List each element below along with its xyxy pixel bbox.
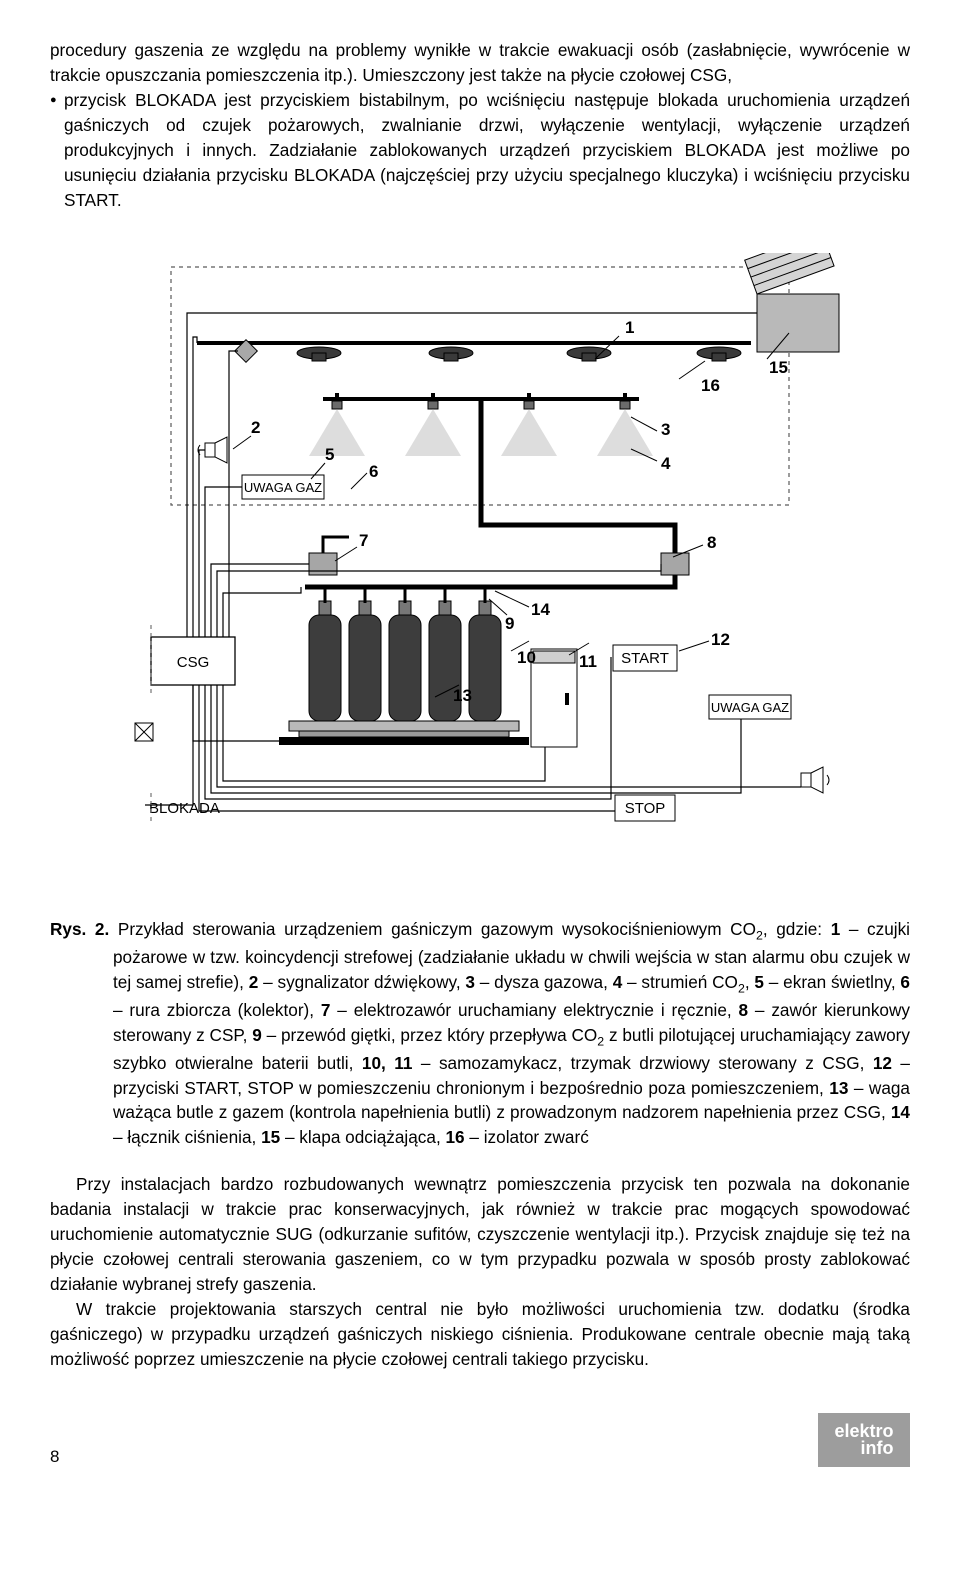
caption-body: Przykład sterowania urządzeniem gaśniczy… (109, 919, 756, 939)
uwaga-gaz-label-2: UWAGA GAZ (711, 700, 789, 715)
paragraph-body-2: W trakcie projektowania starszych centra… (50, 1297, 910, 1372)
label-9: 9 (505, 614, 514, 633)
label-2: 2 (251, 418, 260, 437)
label-16: 16 (701, 376, 720, 395)
label-12: 12 (711, 630, 730, 649)
bullet-icon: ● (50, 88, 64, 213)
label-15: 15 (769, 358, 788, 377)
label-8: 8 (707, 533, 716, 552)
diagram-svg: UWAGA GAZ CSG BLOKADA (101, 253, 859, 893)
label-11: 11 (579, 652, 597, 671)
label-5: 5 (325, 445, 334, 464)
publisher-logo: elektro info (818, 1413, 910, 1467)
page-footer: 8 elektro info (50, 1413, 910, 1467)
bullet-text: przycisk BLOKADA jest przyciskiem bistab… (64, 88, 910, 213)
label-4: 4 (661, 454, 671, 473)
caption-prefix: Rys. 2. (50, 919, 109, 939)
label-1: 1 (625, 318, 634, 337)
figure-diagram: UWAGA GAZ CSG BLOKADA (101, 253, 859, 893)
label-10: 10 (517, 648, 536, 667)
start-label: START (621, 650, 669, 667)
page-number: 8 (50, 1447, 59, 1467)
paragraph-body-1: Przy instalacjach bardzo rozbudowanych w… (50, 1172, 910, 1297)
paragraph-intro: procedury gaszenia ze względu na problem… (50, 38, 910, 88)
label-7: 7 (359, 531, 368, 550)
stop-label: STOP (625, 800, 666, 817)
label-14: 14 (531, 600, 550, 619)
label-3: 3 (661, 420, 670, 439)
label-6: 6 (369, 462, 378, 481)
csg-label: CSG (177, 654, 210, 671)
uwaga-gaz-label: UWAGA GAZ (244, 480, 322, 495)
figure-caption: Rys. 2. Przykład sterowania urządzeniem … (50, 917, 910, 1150)
blokada-label: BLOKADA (149, 800, 220, 817)
logo-line-2: info (861, 1438, 894, 1458)
bullet-item-blokada: ● przycisk BLOKADA jest przyciskiem bist… (50, 88, 910, 213)
label-13: 13 (453, 686, 472, 705)
